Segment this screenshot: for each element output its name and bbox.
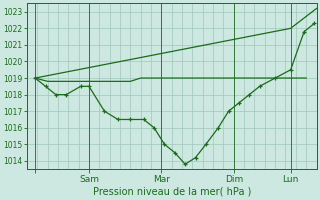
X-axis label: Pression niveau de la mer( hPa ): Pression niveau de la mer( hPa ) bbox=[92, 187, 251, 197]
